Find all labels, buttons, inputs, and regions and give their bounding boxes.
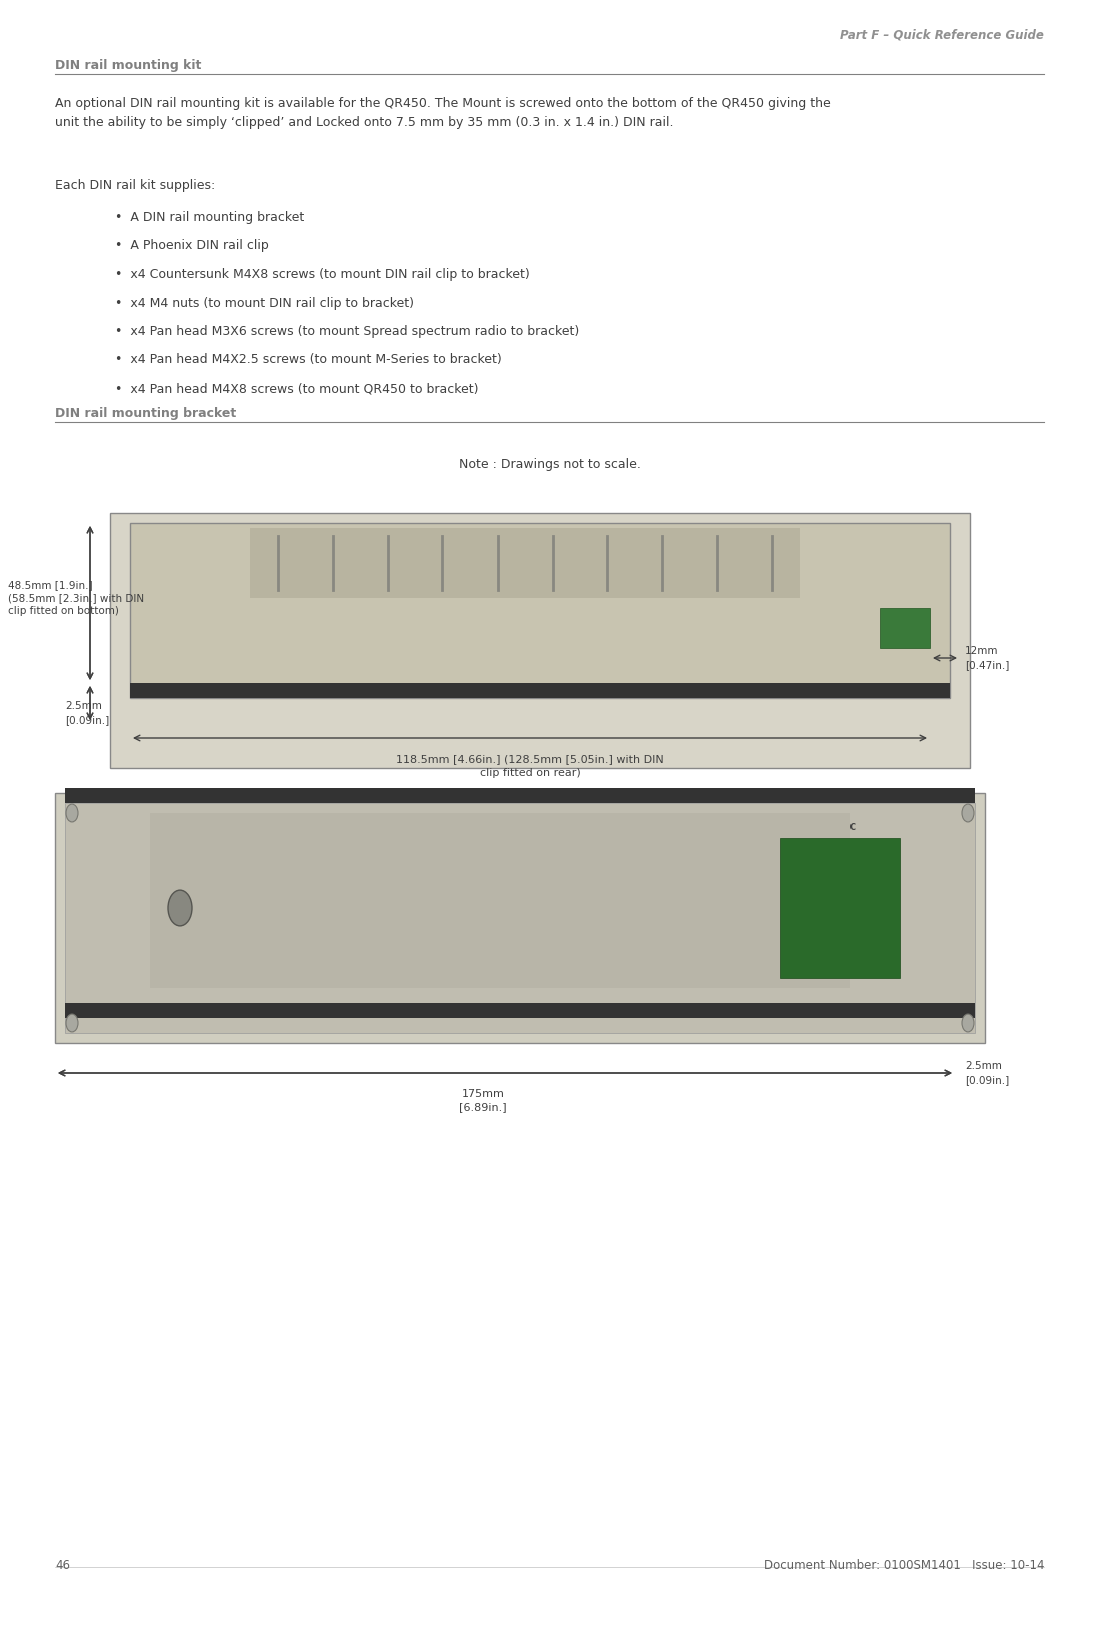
Text: Note : Drawings not to scale.: Note : Drawings not to scale. (458, 458, 641, 471)
Text: •  x4 Pan head M3X6 screws (to mount Spread spectrum radio to bracket): • x4 Pan head M3X6 screws (to mount Spre… (115, 326, 579, 337)
Text: •  x4 M4 nuts (to mount DIN rail clip to bracket): • x4 M4 nuts (to mount DIN rail clip to … (115, 296, 414, 309)
Text: Each DIN rail kit supplies:: Each DIN rail kit supplies: (55, 178, 215, 192)
Text: 2.5mm
[0.09in.]: 2.5mm [0.09in.] (65, 701, 109, 725)
Text: •  A Phoenix DIN rail clip: • A Phoenix DIN rail clip (115, 239, 269, 252)
Text: 48.5mm [1.9in.]
(58.5mm [2.3in.] with DIN
clip fitted on bottom): 48.5mm [1.9in.] (58.5mm [2.3in.] with DI… (8, 579, 144, 616)
Text: •  x4 Countersunk M4X8 screws (to mount DIN rail clip to bracket): • x4 Countersunk M4X8 screws (to mount D… (115, 268, 530, 282)
Text: An optional DIN rail mounting kit is available for the QR450. The Mount is screw: An optional DIN rail mounting kit is ava… (55, 97, 831, 129)
Text: •  x4 Pan head M4X8 screws (to mount QR450 to bracket): • x4 Pan head M4X8 screws (to mount QR45… (115, 381, 478, 395)
Text: COM 1/2: COM 1/2 (263, 823, 298, 832)
Text: Part F – Quick Reference Guide: Part F – Quick Reference Guide (840, 28, 1044, 41)
Text: 10-30V: 10-30V (735, 823, 765, 832)
Text: 12mm
[0.47in.]: 12mm [0.47in.] (965, 647, 1009, 670)
Text: USB: USB (642, 823, 658, 832)
Text: DC: DC (844, 823, 856, 832)
Text: DIN rail mounting bracket: DIN rail mounting bracket (55, 408, 236, 421)
Text: DIN rail mounting kit: DIN rail mounting kit (55, 59, 201, 72)
Text: Document Number: 0100SM1401   Issue: 10-14: Document Number: 0100SM1401 Issue: 10-14 (764, 1558, 1044, 1572)
Text: 118.5mm [4.66in.] (128.5mm [5.05in.] with DIN
clip fitted on rear): 118.5mm [4.66in.] (128.5mm [5.05in.] wit… (396, 755, 664, 778)
Text: 46: 46 (55, 1558, 70, 1572)
Text: ANT: ANT (171, 823, 189, 832)
Text: •  x4 Pan head M4X2.5 screws (to mount M-Series to bracket): • x4 Pan head M4X2.5 screws (to mount M-… (115, 354, 502, 367)
Text: 175mm
[6.89in.]: 175mm [6.89in.] (459, 1089, 507, 1113)
Text: ETH 2: ETH 2 (518, 823, 543, 832)
Text: 2.5mm
[0.09in.]: 2.5mm [0.09in.] (965, 1061, 1009, 1085)
Text: •  A DIN rail mounting bracket: • A DIN rail mounting bracket (115, 211, 304, 224)
Text: ETH 1: ETH 1 (408, 823, 433, 832)
